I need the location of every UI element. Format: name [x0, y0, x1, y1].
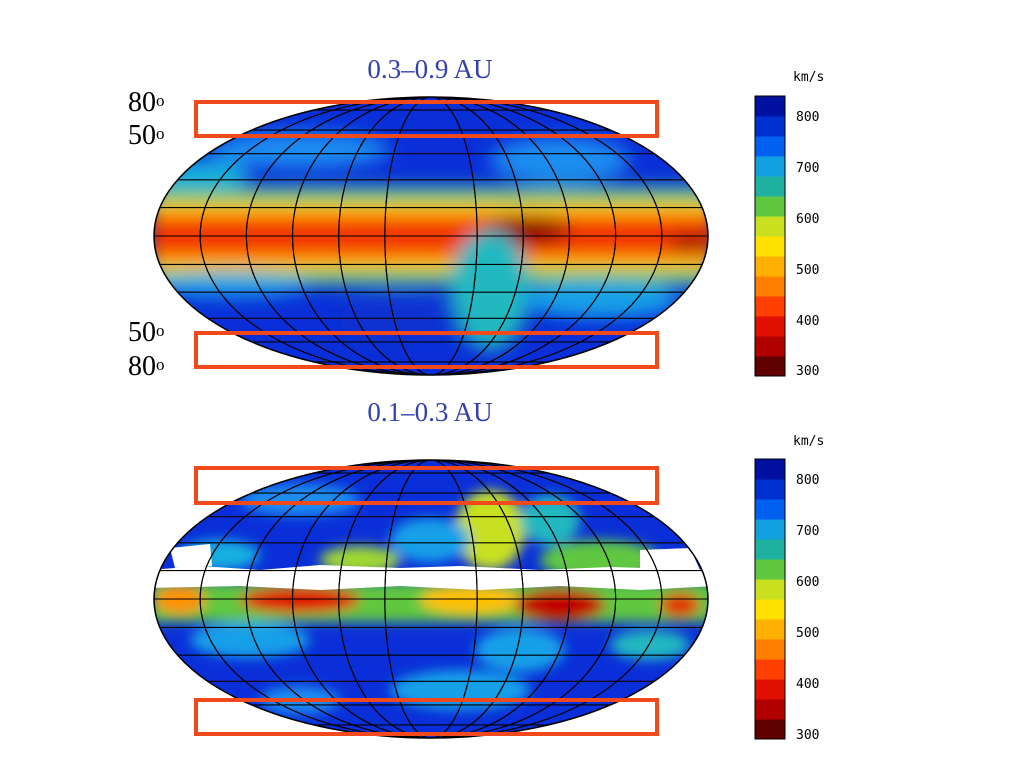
colorbar-segment [755, 116, 785, 137]
colorbar-1-tick: 500 [796, 263, 820, 278]
colorbar-segment [755, 216, 785, 237]
highlight-boxes [194, 100, 659, 736]
colorbar-segment [755, 559, 785, 580]
colorbar-segment [755, 236, 785, 257]
colorbar-1-tick: 800 [796, 110, 820, 125]
lat-label-south-50: 50o [128, 317, 165, 348]
colorbar-segment [755, 619, 785, 640]
colorbar-segment [755, 96, 785, 117]
lat-label-north-80: 80o [128, 87, 165, 118]
colorbar-2 [754, 458, 786, 740]
box-north-panel-2 [194, 466, 659, 505]
colorbar-2-tick: 400 [796, 677, 820, 692]
colorbar-segment [755, 156, 785, 177]
panel-2-title: 0.1–0.3 AU [367, 397, 493, 427]
colorbar-2-tick: 700 [796, 524, 820, 539]
map-grid-2 [154, 460, 708, 738]
colorbar-border [754, 95, 786, 377]
colorbar-segment [755, 539, 785, 560]
colorbar-segment [755, 196, 785, 217]
map-grid-1 [154, 97, 708, 375]
colorbar-2-tick: 800 [796, 473, 820, 488]
colorbar-1-tick: 400 [796, 314, 820, 329]
colorbar-2-tick: 600 [796, 575, 820, 590]
colorbar-segment [755, 356, 785, 377]
colorbar-segment [755, 316, 785, 337]
colorbar-segment [755, 136, 785, 157]
colorbar-segment [755, 479, 785, 500]
colorbar-segment [755, 459, 785, 480]
colorbar-segment [755, 719, 785, 740]
colorbar-segment [755, 599, 785, 620]
colorbar-1-tick: 600 [796, 212, 820, 227]
colorbar-2-tick: 300 [796, 728, 820, 743]
box-south-panel-2 [194, 698, 659, 736]
colorbar-segment [755, 519, 785, 540]
lat-label-south-80: 80o [128, 351, 165, 382]
colorbar-segment [755, 176, 785, 197]
colorbar-2-tick: 500 [796, 626, 820, 641]
colorbar-1-unit: km/s [793, 70, 825, 85]
colorbar-segment [755, 639, 785, 660]
colorbar-border [754, 458, 786, 740]
colorbar-segment [755, 679, 785, 700]
colorbar-segment [755, 579, 785, 600]
colorbar-segment [755, 659, 785, 680]
colorbar-segment [755, 336, 785, 357]
map-panel-1 [154, 97, 708, 375]
colorbar-1-tick: 700 [796, 161, 820, 176]
colorbar-segment [755, 256, 785, 277]
colorbar-segment [755, 276, 785, 297]
colorbar-segment [755, 699, 785, 720]
colorbar-1 [754, 95, 786, 377]
colorbar-1-tick: 300 [796, 364, 820, 379]
box-south-panel-1 [194, 331, 659, 369]
box-north-panel-1 [194, 100, 659, 138]
colorbar-segment [755, 296, 785, 317]
panel-1-title: 0.3–0.9 AU [367, 54, 493, 84]
colorbar-segment [755, 499, 785, 520]
lat-label-north-50: 50o [128, 120, 165, 151]
colorbar-2-unit: km/s [793, 434, 825, 449]
map-panel-2 [154, 460, 708, 738]
